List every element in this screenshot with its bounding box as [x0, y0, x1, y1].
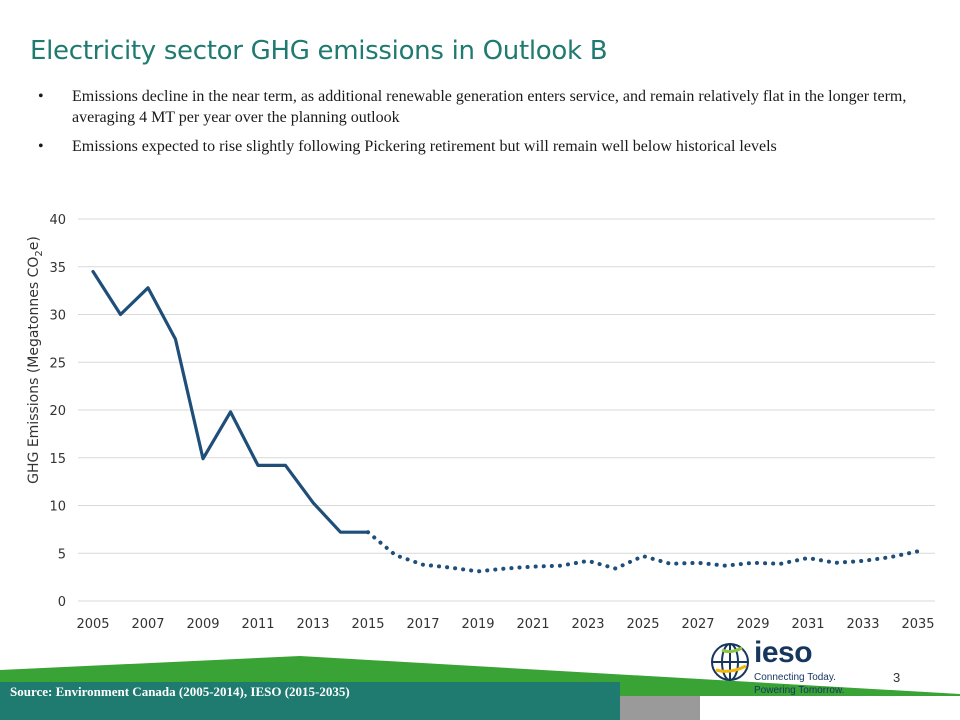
- x-tick-label: 2013: [296, 617, 329, 632]
- x-tick-label: 2011: [241, 617, 274, 632]
- y-tick-label: 0: [58, 595, 66, 610]
- x-tick-label: 2029: [736, 617, 769, 632]
- bullet-item: Emissions decline in the near term, as a…: [38, 86, 938, 128]
- y-axis-label-end: e): [26, 236, 42, 250]
- logo-wordmark: ieso: [754, 636, 813, 669]
- ieso-logo: ieso Connecting Today. Powering Tomorrow…: [708, 636, 858, 700]
- y-tick-label: 20: [49, 404, 66, 419]
- y-axis-label: GHG Emissions (Megatonnes CO2e): [26, 236, 45, 484]
- y-tick-label: 35: [49, 261, 66, 276]
- y-tick-label: 25: [49, 356, 66, 371]
- x-tick-label: 2021: [516, 617, 549, 632]
- gridlines: [78, 218, 935, 602]
- globe-icon: [711, 643, 749, 681]
- y-axis-label-sub: 2: [34, 250, 45, 256]
- x-tick-label: 2025: [626, 617, 659, 632]
- x-tick-label: 2023: [571, 617, 604, 632]
- x-tick-label: 2033: [846, 617, 879, 632]
- logo-tagline-2: Powering Tomorrow.: [754, 685, 845, 696]
- bullet-item: Emissions expected to rise slightly foll…: [38, 136, 938, 157]
- x-tick-label: 2019: [461, 617, 494, 632]
- series-line-historical: [91, 269, 370, 534]
- bullet-list: Emissions decline in the near term, as a…: [38, 86, 938, 165]
- x-tick-label: 2027: [681, 617, 714, 632]
- footer-grey-shape: [620, 696, 700, 720]
- series-line-projected: [366, 530, 920, 574]
- y-axis-ticks: 0 5 10 15 20 25 30 35 40: [49, 213, 66, 610]
- x-tick-label: 2007: [131, 617, 164, 632]
- page-number: 3: [893, 670, 901, 685]
- x-tick-label: 2009: [186, 617, 219, 632]
- logo-tagline-1: Connecting Today.: [754, 672, 836, 683]
- x-tick-label: 2005: [76, 617, 109, 632]
- y-axis-label-main: GHG Emissions (Megatonnes CO: [26, 257, 42, 484]
- x-axis-ticks: 2005 2007 2009 2011 2013 2015 2017 2019 2021 2023…: [76, 617, 934, 632]
- y-tick-label: 30: [49, 309, 66, 324]
- y-tick-label: 15: [49, 452, 66, 467]
- y-tick-label: 5: [58, 547, 66, 562]
- x-tick-label: 2017: [406, 617, 439, 632]
- footer-white-shape: [700, 696, 960, 720]
- x-tick-label: 2015: [351, 617, 384, 632]
- y-tick-label: 40: [49, 213, 66, 228]
- y-tick-label: 10: [49, 500, 66, 515]
- series-layer: [91, 269, 920, 574]
- slide-title: Electricity sector GHG emissions in Outl…: [30, 36, 608, 66]
- x-tick-label: 2035: [901, 617, 934, 632]
- source-note: Source: Environment Canada (2005-2014), …: [10, 684, 350, 699]
- footer-band: [0, 656, 960, 720]
- x-tick-label: 2031: [791, 617, 824, 632]
- footer-teal-shape: [0, 682, 620, 720]
